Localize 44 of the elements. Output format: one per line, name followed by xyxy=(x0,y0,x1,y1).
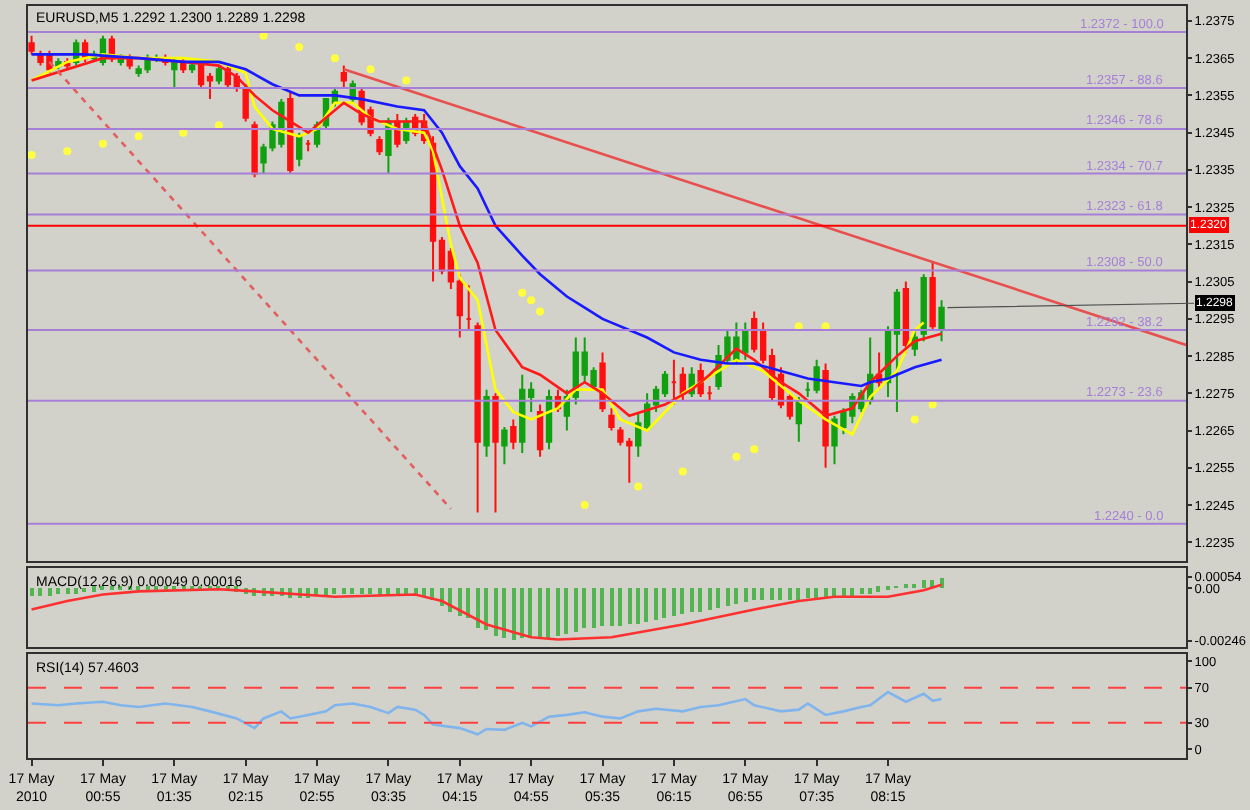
candlestick xyxy=(929,262,936,332)
candlestick xyxy=(697,362,704,399)
point xyxy=(295,42,304,51)
point xyxy=(28,150,36,159)
point xyxy=(580,501,589,510)
point xyxy=(518,288,527,297)
line-series xyxy=(30,690,943,736)
point xyxy=(402,76,411,85)
candlestick xyxy=(492,392,499,514)
candlestick xyxy=(340,64,347,89)
point xyxy=(536,307,545,316)
candlestick xyxy=(795,396,802,443)
candlestick xyxy=(893,288,901,413)
candlestick xyxy=(813,358,820,395)
candlestick xyxy=(670,358,678,406)
candlestick xyxy=(599,351,606,413)
candlestick xyxy=(376,135,383,156)
candlestick xyxy=(501,425,508,466)
point xyxy=(634,482,643,491)
candlestick xyxy=(608,407,615,432)
candlestick xyxy=(938,299,945,343)
point xyxy=(527,296,536,305)
point xyxy=(134,132,143,141)
point xyxy=(63,147,72,156)
candlestick xyxy=(304,139,312,153)
candlestick xyxy=(483,388,490,458)
point xyxy=(330,54,339,63)
candlestick xyxy=(28,34,35,56)
candlestick xyxy=(206,72,214,101)
candlestick xyxy=(510,418,517,451)
candlestick xyxy=(474,321,481,514)
candlestick xyxy=(536,403,544,458)
candlestick xyxy=(251,120,258,179)
point xyxy=(910,415,919,424)
candlestick xyxy=(519,373,526,454)
point xyxy=(732,452,741,461)
candlestick xyxy=(394,113,401,149)
point xyxy=(98,139,107,148)
candlestick xyxy=(215,64,223,86)
point xyxy=(750,445,759,454)
point xyxy=(366,65,375,74)
candlestick xyxy=(465,284,472,332)
candlestick xyxy=(296,131,303,168)
point xyxy=(678,467,687,476)
